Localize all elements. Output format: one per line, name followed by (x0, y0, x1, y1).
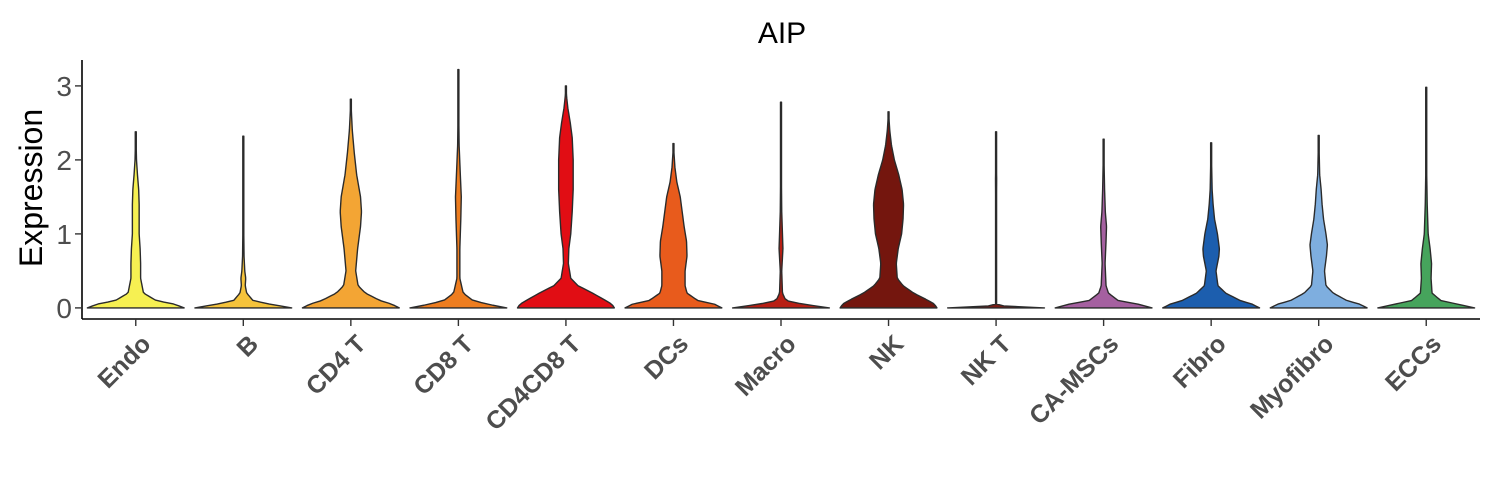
x-tick-label: NK T (956, 330, 1017, 391)
violin-myofibro (1269, 134, 1368, 309)
x-axis: Endo B CD4 T CD8 T CD4CD8 T DCs Macro NK NK T CA-… (82, 318, 1480, 436)
violin-cd8-t (409, 68, 508, 309)
y-tick-label: 3 (56, 71, 72, 102)
x-tick-label: Fibro (1168, 330, 1232, 394)
x-tick-label: CD4CD8 T (480, 330, 586, 436)
violin-dcs (624, 142, 723, 309)
violin-fibro (1162, 142, 1261, 309)
x-tick-label: CA-MSCs (1024, 330, 1124, 430)
y-axis-label: Expression (13, 109, 49, 267)
violin-ca-mscs (1054, 138, 1153, 309)
violin-cd4-t (301, 98, 400, 309)
y-tick-label: 0 (56, 293, 72, 324)
x-tick-label: CD4 T (301, 330, 372, 401)
x-tick-label: DCs (639, 330, 694, 385)
x-tick-label: NK (864, 330, 909, 375)
y-axis: 0 1 2 3 (56, 60, 83, 324)
violin-nk-t (946, 131, 1046, 309)
chart-title: AIP (758, 17, 806, 50)
violin-eccs (1377, 86, 1476, 309)
y-tick-label: 2 (56, 145, 72, 176)
x-tick-label: B (231, 330, 264, 363)
violin-b (194, 135, 293, 309)
x-tick-label: Macro (730, 330, 802, 402)
x-tick-label: Myofibro (1245, 330, 1339, 424)
x-tick-label: CD8 T (408, 330, 479, 401)
violin-layer (86, 68, 1476, 309)
violin-nk (839, 111, 938, 309)
x-tick-label: Endo (92, 330, 156, 394)
y-tick-label: 1 (56, 219, 72, 250)
violin-cd4cd8-t (516, 85, 616, 309)
violin-endo (86, 131, 185, 309)
violin-macro (731, 101, 831, 309)
x-tick-label: ECCs (1380, 330, 1447, 397)
